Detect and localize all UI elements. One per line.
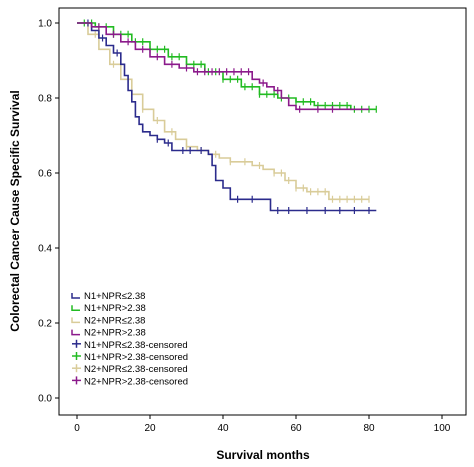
y-tick-label: 0.6	[38, 169, 52, 180]
legend-item: N1+NPR≤2.38-censored	[72, 339, 188, 351]
legend-item: N2+NPR≤2.38-censored	[72, 364, 188, 375]
legend-label: N1+NPR≤2.38	[84, 291, 145, 302]
series-layer	[77, 19, 377, 214]
legend-label: N2+NPR≤2.38	[84, 315, 145, 326]
legend-item: N2+NPR>2.38-censored	[72, 376, 188, 387]
legend-swatch	[71, 329, 80, 336]
plot-frame	[58, 7, 467, 416]
y-tick-label: 0.0	[38, 394, 52, 405]
legend-label: N1+NPR>2.38-censored	[84, 352, 188, 363]
legend-label: N2+NPR>2.38	[84, 328, 146, 339]
x-tick-label: 100	[434, 423, 451, 434]
x-tick-label: 20	[144, 423, 156, 434]
legend-item: N2+NPR≤2.38	[71, 315, 145, 326]
x-tick-label: 80	[363, 423, 375, 434]
legend-label: N2+NPR≤2.38-censored	[84, 364, 188, 375]
legend-label: N2+NPR>2.38-censored	[84, 376, 188, 387]
legend-label: N1+NPR>2.38	[84, 303, 146, 314]
series-line	[77, 22, 369, 111]
y-axis: 0.0 0.2 0.4 0.6 0.8 1.0	[38, 19, 59, 405]
y-tick-label: 0.4	[38, 244, 52, 255]
x-axis-title: Survival months	[216, 448, 310, 462]
y-axis-title: Colorectal Cancer Cause Specific Surviva…	[8, 90, 22, 331]
x-tick-label: 60	[290, 423, 302, 434]
legend-swatch	[71, 317, 80, 324]
y-tick-label: 0.2	[38, 319, 52, 330]
legend-swatch	[71, 305, 80, 311]
x-tick-label: 0	[74, 423, 80, 434]
legend-item: N2+NPR>2.38	[71, 328, 146, 339]
legend-item: N1+NPR>2.38	[71, 303, 146, 314]
x-axis: 0 20 40 60 80 100	[74, 415, 451, 434]
legend-label: N1+NPR≤2.38-censored	[84, 340, 188, 351]
legend-item: N1+NPR≤2.38	[71, 291, 145, 302]
series-line	[77, 22, 377, 212]
x-tick-label: 40	[217, 423, 229, 434]
y-tick-label: 0.8	[38, 94, 52, 105]
legend-swatch	[71, 293, 80, 299]
y-tick-label: 1.0	[38, 19, 52, 30]
legend-item: N1+NPR>2.38-censored	[72, 352, 188, 363]
